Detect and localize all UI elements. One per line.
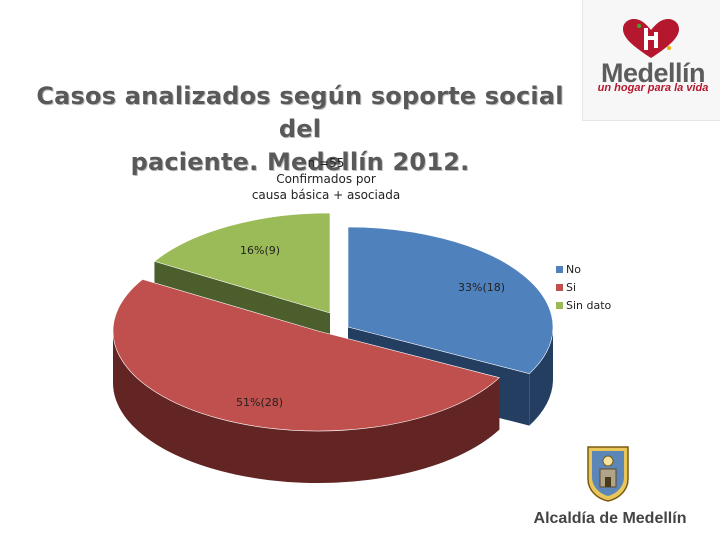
pie-slice-sin-dato [153, 212, 331, 314]
legend-swatch-no [556, 265, 563, 273]
slice-side-si-0 [113, 331, 500, 483]
legend-swatch-si [556, 283, 563, 291]
pie-slice-si [112, 279, 500, 432]
heart-logo-icon [623, 19, 679, 58]
coat-of-arms-icon [587, 446, 629, 502]
brand-name: Medellín [600, 58, 706, 88]
slide-title: Casos analizados según soporte social de… [20, 80, 580, 179]
chart-legend: No Si Sin dato [556, 260, 611, 314]
chart-subtitle-line-1: n =55 [307, 156, 345, 170]
slide-title-line-2: paciente. Medellín 2012. [130, 148, 470, 176]
data-label-no: 33%(18) [458, 281, 505, 294]
slide-title-line-1: Casos analizados según soporte social de… [36, 82, 564, 143]
legend-item-no: No [556, 260, 611, 278]
pie-slice-no [347, 226, 554, 374]
legend-item-sin-dato: Sin dato [556, 296, 611, 314]
legend-swatch-sin-dato [556, 301, 563, 309]
chart-subtitle-line-2: Confirmados por [276, 172, 376, 186]
chart-subtitle: n =55 Confirmados por causa básica + aso… [226, 155, 426, 203]
data-label-si: 51%(28) [236, 396, 283, 409]
medellin-logo: Medellín un hogar para la vida [582, 0, 720, 121]
brand-tagline: un hogar para la vida [597, 82, 709, 94]
legend-label-si: Si [566, 280, 577, 294]
footer-text: Alcaldía de Medellín [533, 510, 687, 527]
data-label-sin-dato: 16%(9) [240, 244, 280, 257]
legend-label-no: No [566, 262, 581, 276]
legend-item-si: Si [556, 278, 611, 296]
chart-subtitle-line-3: causa básica + asociada [251, 188, 401, 202]
legend-label-sin-dato: Sin dato [566, 298, 612, 312]
